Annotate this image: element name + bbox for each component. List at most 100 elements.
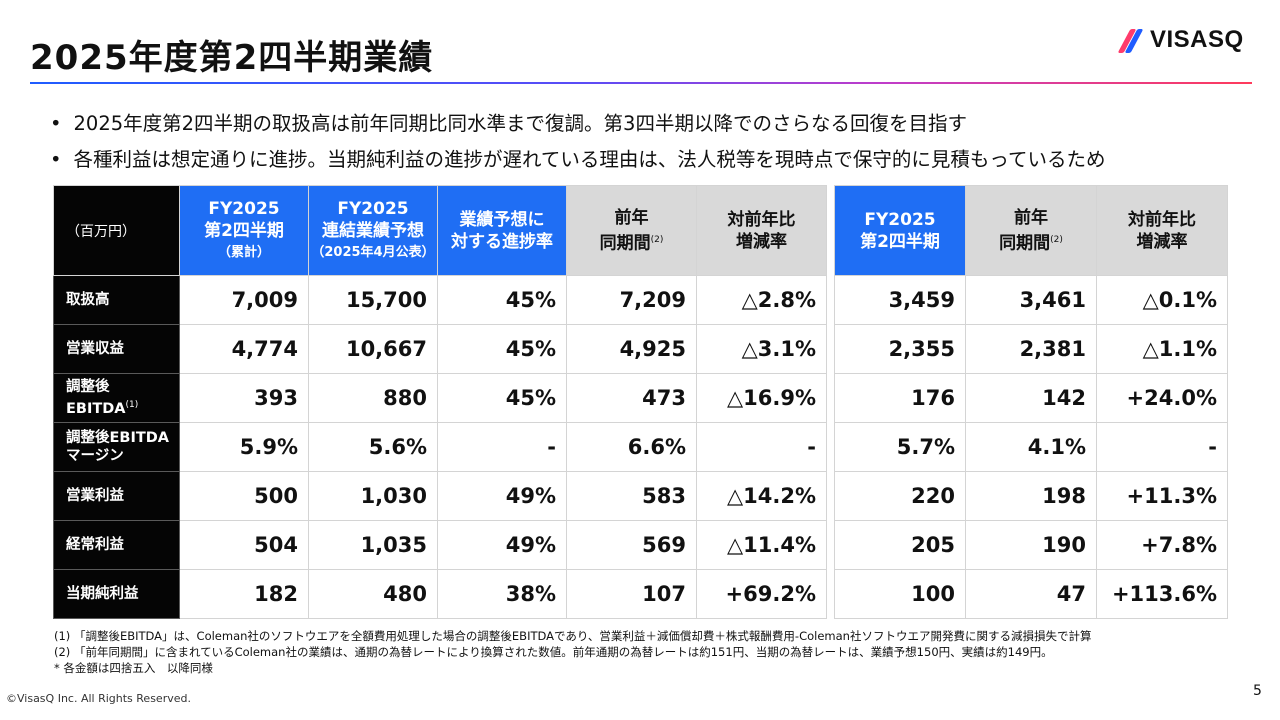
- bullet-item: 各種利益は想定通りに進捗。当期純利益の進捗が遅れている理由は、法人税等を現時点で…: [50, 142, 1106, 178]
- cell-cumulative: 182: [179, 569, 309, 619]
- cell-prev: 142: [965, 373, 1097, 423]
- header-text: 連結業績予想: [322, 220, 424, 241]
- header-progress-rate: 業績予想に 対する進捗率: [437, 185, 567, 276]
- cell-cumulative: 7,009: [179, 275, 309, 325]
- cell-prev: 583: [566, 471, 697, 521]
- cell-yoy: △2.8%: [696, 275, 827, 325]
- header-prev-period: 前年 同期間(2): [965, 185, 1097, 276]
- cell-prev: 7,209: [566, 275, 697, 325]
- cell-yoy: +113.6%: [1096, 569, 1228, 619]
- header-fy2025-cumulative: FY2025 第2四半期 （累計）: [179, 185, 309, 276]
- header-text: 第2四半期: [860, 231, 940, 252]
- cell-prev: 6.6%: [566, 422, 697, 472]
- cell-yoy: △11.4%: [696, 520, 827, 570]
- cell-cumulative: 5.9%: [179, 422, 309, 472]
- bullet-item: 2025年度第2四半期の取扱高は前年同期比同水準まで復調。第3四半期以降でのさら…: [50, 106, 1105, 142]
- cell-forecast: 880: [308, 373, 438, 423]
- header-text: 同期間: [999, 233, 1051, 254]
- cell-progress: 45%: [437, 324, 567, 374]
- cell-q2: 5.7%: [834, 422, 966, 472]
- cell-prev: 107: [566, 569, 697, 619]
- header-text: 同期間: [599, 233, 651, 254]
- header-text: 第2四半期: [204, 220, 284, 241]
- table-row: 経常利益 504 1,035 49% 569 △11.4%: [53, 520, 827, 570]
- row-label: 営業収益: [53, 324, 180, 374]
- brand-logo: VISASQ: [1117, 26, 1244, 54]
- header-text: 業績予想に: [459, 209, 545, 230]
- row-label: 営業利益: [53, 471, 180, 521]
- cell-forecast: 10,667: [308, 324, 438, 374]
- header-text: （2025年4月公表）: [311, 244, 435, 260]
- table-row: 205 190 +7.8%: [834, 520, 1228, 570]
- quarterly-results-table: FY2025 第2四半期 前年 同期間(2) 対前年比 増減率 3,459 3,…: [834, 185, 1228, 619]
- table-row: 調整後 EBITDA(1) 393 880 45% 473 △16.9%: [53, 373, 827, 423]
- table-row: 当期純利益 182 480 38% 107 +69.2%: [53, 569, 827, 619]
- cell-yoy: +69.2%: [696, 569, 827, 619]
- cell-progress: 49%: [437, 471, 567, 521]
- header-text: 前年: [614, 207, 649, 228]
- visasq-logo-icon: [1117, 29, 1144, 53]
- footnotes: (1) 「調整後EBITDA」は、Coleman社のソフトウエアを全額費用処理し…: [54, 628, 1091, 676]
- table-row: 営業利益 500 1,030 49% 583 △14.2%: [53, 471, 827, 521]
- cell-forecast: 1,035: [308, 520, 438, 570]
- header-fy2025-q2: FY2025 第2四半期: [834, 185, 966, 276]
- cell-yoy: △0.1%: [1096, 275, 1228, 325]
- table-row: 220 198 +11.3%: [834, 471, 1228, 521]
- cell-yoy: +24.0%: [1096, 373, 1228, 423]
- row-label: 調整後EBITDA マージン: [53, 422, 180, 472]
- header-text: 対する進捗率: [451, 231, 553, 252]
- cell-cumulative: 504: [179, 520, 309, 570]
- cell-yoy: △16.9%: [696, 373, 827, 423]
- cell-yoy: -: [1096, 422, 1228, 472]
- table-row: 取扱高 7,009 15,700 45% 7,209 △2.8%: [53, 275, 827, 325]
- header-text: 対前年比: [1128, 209, 1196, 230]
- cell-yoy: +11.3%: [1096, 471, 1228, 521]
- cell-prev: 4.1%: [965, 422, 1097, 472]
- cell-forecast: 480: [308, 569, 438, 619]
- cell-prev: 190: [965, 520, 1097, 570]
- table-row: 2,355 2,381 △1.1%: [834, 324, 1228, 374]
- cell-progress: 45%: [437, 373, 567, 423]
- cumulative-results-table: （百万円） FY2025 第2四半期 （累計） FY2025 連結業績予想 （2…: [53, 185, 827, 619]
- cell-progress: -: [437, 422, 567, 472]
- table-row: 営業収益 4,774 10,667 45% 4,925 △3.1%: [53, 324, 827, 374]
- header-text: FY2025: [864, 209, 936, 230]
- title-divider: [30, 82, 1252, 84]
- header-text: 増減率: [736, 231, 787, 252]
- header-text: 対前年比: [727, 209, 796, 230]
- page-title: 2025年度第2四半期業績: [30, 38, 434, 78]
- cell-prev: 3,461: [965, 275, 1097, 325]
- cell-q2: 176: [834, 373, 966, 423]
- cell-cumulative: 393: [179, 373, 309, 423]
- table-row: 176 142 +24.0%: [834, 373, 1228, 423]
- cell-prev: 198: [965, 471, 1097, 521]
- table-row: 5.7% 4.1% -: [834, 422, 1228, 472]
- header-yoy-change: 対前年比 増減率: [696, 185, 827, 276]
- cell-cumulative: 500: [179, 471, 309, 521]
- header-text: 増減率: [1136, 231, 1188, 252]
- cell-yoy: △1.1%: [1096, 324, 1228, 374]
- row-label: 取扱高: [53, 275, 180, 325]
- cell-q2: 220: [834, 471, 966, 521]
- header-yoy-change: 対前年比 増減率: [1096, 185, 1228, 276]
- cell-forecast: 5.6%: [308, 422, 438, 472]
- unit-label: （百万円）: [53, 185, 180, 276]
- cell-yoy: -: [696, 422, 827, 472]
- row-label: 経常利益: [53, 520, 180, 570]
- header-text: FY2025: [337, 198, 409, 219]
- header-forecast: FY2025 連結業績予想 （2025年4月公表）: [308, 185, 438, 276]
- cell-q2: 2,355: [834, 324, 966, 374]
- header-prev-period: 前年 同期間(2): [566, 185, 697, 276]
- cell-prev: 473: [566, 373, 697, 423]
- header-text: （累計）: [217, 244, 270, 260]
- cell-prev: 47: [965, 569, 1097, 619]
- header-text: 前年: [1014, 207, 1048, 228]
- cell-yoy: △3.1%: [696, 324, 827, 374]
- footnote-ref: (2): [650, 234, 664, 245]
- cell-prev: 4,925: [566, 324, 697, 374]
- cell-progress: 45%: [437, 275, 567, 325]
- cell-forecast: 1,030: [308, 471, 438, 521]
- cell-q2: 100: [834, 569, 966, 619]
- cell-yoy: △14.2%: [696, 471, 827, 521]
- cell-q2: 3,459: [834, 275, 966, 325]
